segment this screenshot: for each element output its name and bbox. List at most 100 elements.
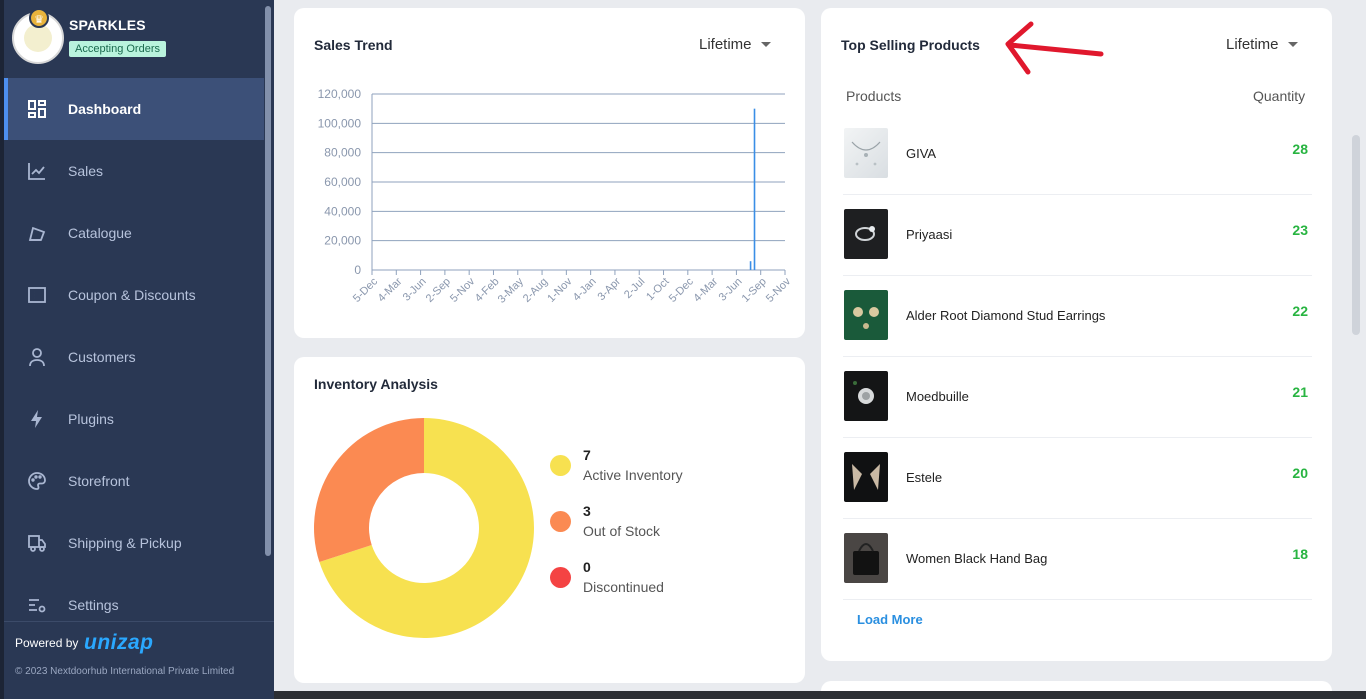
user-icon: [26, 346, 48, 368]
sales-trend-title: Sales Trend: [314, 37, 393, 53]
x-tick-label: 5-Nov: [764, 275, 794, 305]
y-tick-label: 100,000: [318, 116, 362, 130]
chevron-down-icon: [1287, 42, 1298, 47]
product-name: Women Black Hand Bag: [906, 551, 1048, 566]
product-thumbnail: [844, 533, 888, 583]
y-tick-label: 0: [354, 263, 361, 277]
sidebar-footer: Powered by unizap © 2023 Nextdoorhub Int…: [4, 621, 274, 699]
legend-dot-out-of-stock: [550, 511, 571, 532]
sidebar-item-catalogue[interactable]: Catalogue: [4, 202, 264, 264]
sidebar-item-sales[interactable]: Sales: [4, 140, 264, 202]
store-avatar[interactable]: [12, 12, 64, 64]
product-thumbnail: [844, 290, 888, 340]
top-products-card: [821, 8, 1332, 661]
x-tick-label: 2-Sep: [424, 276, 453, 305]
x-tick-label: 4-Mar: [691, 275, 720, 304]
product-quantity: 28: [1292, 141, 1308, 157]
table-row[interactable]: Priyaasi 23: [843, 195, 1312, 276]
dashboard-icon: [26, 98, 48, 120]
sidebar-item-label: Shipping & Pickup: [68, 535, 182, 551]
product-thumbnail: [844, 371, 888, 421]
product-name: Priyaasi: [906, 227, 953, 242]
store-logo: [24, 24, 52, 52]
column-header-quantity: Quantity: [1253, 88, 1306, 104]
crown-icon: ♛: [29, 8, 49, 28]
product-thumbnail: [844, 209, 888, 259]
table-row[interactable]: Alder Root Diamond Stud Earrings 22: [843, 276, 1312, 357]
legend-count: 7: [583, 447, 591, 463]
legend-count: 3: [583, 503, 591, 519]
sidebar-item-settings[interactable]: Settings: [4, 574, 264, 636]
x-tick-label: 1-Sep: [740, 276, 769, 305]
sales-bar-minor: [749, 261, 752, 270]
table-row[interactable]: GIVA 28: [843, 114, 1312, 195]
inventory-donut-chart: [314, 418, 534, 638]
legend-count: 0: [583, 559, 591, 575]
sales-trend-filter-label: Lifetime: [699, 36, 752, 53]
sidebar-item-shipping[interactable]: Shipping & Pickup: [4, 512, 264, 574]
red-arrow-annotation: [1005, 21, 1104, 75]
donut-slice-active-inventory[interactable]: [319, 418, 534, 638]
x-tick-label: 3-Apr: [596, 275, 624, 303]
sidebar-item-storefront[interactable]: Storefront: [4, 450, 264, 512]
sidebar-item-label: Sales: [68, 163, 104, 179]
product-thumbnail: [844, 452, 888, 502]
sidebar-item-label: Storefront: [68, 473, 130, 489]
table-row[interactable]: Moedbuille 21: [843, 357, 1312, 438]
store-name: SPARKLES: [69, 17, 146, 33]
top-products-filter[interactable]: Lifetime: [1226, 36, 1298, 53]
store-header[interactable]: ♛ SPARKLES Accepting Orders: [4, 0, 264, 76]
top-products-filter-label: Lifetime: [1226, 36, 1279, 53]
donut-slice-out-of-stock[interactable]: [314, 418, 424, 562]
sales-trend-chart: 0 20,000 40,000 60,000 80,000 100,000 120,000 5…: [318, 87, 794, 306]
y-tick-label: 80,000: [324, 146, 361, 160]
load-more-link[interactable]: Load More: [857, 612, 923, 627]
sidebar-item-label: Dashboard: [68, 101, 142, 117]
settings-sliders-icon: [26, 594, 48, 616]
lightning-icon: [26, 408, 48, 430]
main-scrollbar[interactable]: [1352, 135, 1360, 335]
chart-line-icon: [26, 160, 48, 182]
sidebar-item-label: Catalogue: [68, 225, 132, 241]
product-name: Moedbuille: [906, 389, 969, 404]
sales-trend-filter[interactable]: Lifetime: [699, 36, 771, 53]
sidebar-edge: [0, 0, 4, 699]
coupon-icon: [26, 284, 48, 306]
sidebar: ♛ SPARKLES Accepting Orders Dashboard Sa…: [0, 0, 274, 699]
x-tick-label: 5-Nov: [448, 275, 478, 305]
y-tick-label: 60,000: [324, 175, 361, 189]
chevron-down-icon: [760, 42, 771, 47]
x-tick-label: 1-Nov: [545, 275, 575, 305]
sidebar-item-label: Customers: [68, 349, 136, 365]
product-quantity: 18: [1292, 546, 1308, 562]
legend-label: Discontinued: [583, 579, 664, 595]
sales-bar: [753, 108, 756, 271]
legend-dot-active: [550, 455, 571, 476]
x-tick-label: 2-Aug: [521, 276, 550, 305]
sales-trend-card: [294, 8, 805, 338]
product-quantity: 21: [1292, 384, 1308, 400]
product-thumbnail: [844, 128, 888, 178]
status-badge: Accepting Orders: [69, 41, 166, 57]
y-tick-label: 40,000: [324, 204, 361, 218]
product-quantity: 22: [1292, 303, 1308, 319]
top-products-title: Top Selling Products: [841, 37, 980, 53]
legend-dot-discontinued: [550, 567, 571, 588]
legend-label: Out of Stock: [583, 523, 661, 539]
x-tick-label: 5-Dec: [351, 275, 381, 305]
sidebar-item-label: Settings: [68, 597, 119, 613]
legend-label: Active Inventory: [583, 467, 683, 483]
sidebar-item-plugins[interactable]: Plugins: [4, 388, 264, 450]
table-row[interactable]: Estele 20: [843, 438, 1312, 519]
palette-icon: [26, 470, 48, 492]
x-tick-label: 2-Jul: [622, 276, 647, 301]
sidebar-item-label: Coupon & Discounts: [68, 287, 196, 303]
table-row[interactable]: Women Black Hand Bag 18: [843, 519, 1312, 600]
sidebar-item-dashboard[interactable]: Dashboard: [4, 78, 264, 140]
x-tick-label: 4-Mar: [376, 275, 405, 304]
powered-by-label: Powered by: [15, 636, 79, 650]
sidebar-item-coupon[interactable]: Coupon & Discounts: [4, 264, 264, 326]
x-tick-label: 3-Jun: [401, 276, 429, 304]
sidebar-item-customers[interactable]: Customers: [4, 326, 264, 388]
sidebar-scrollbar[interactable]: [265, 6, 271, 556]
